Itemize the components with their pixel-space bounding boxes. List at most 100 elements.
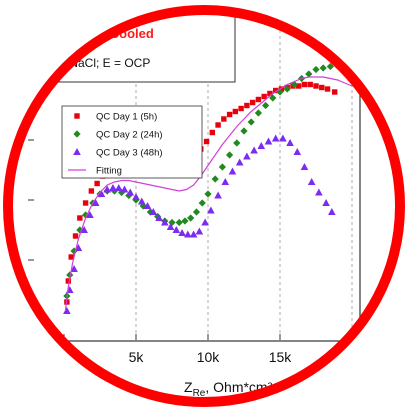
data-point [77,215,83,221]
data-point [261,93,267,100]
legend-item-fit: Fitting [68,166,122,177]
data-point [184,230,192,238]
data-point [187,214,195,222]
data-point [132,193,140,200]
data-point [178,229,186,236]
data-point [175,218,183,227]
data-point [264,137,273,145]
data-point [172,226,181,233]
data-point [70,247,78,255]
data-point [221,116,227,122]
data-point [272,87,279,94]
data-point [189,230,198,238]
data-point [120,185,129,193]
data-point [137,197,146,205]
legend-marker [73,130,81,138]
data-point [279,134,287,142]
data-point [218,163,226,171]
data-point [70,265,78,272]
data-point [319,64,327,72]
data-point [72,233,79,239]
legend-label: QC Day 3 (48h) [96,148,163,159]
data-point [312,65,320,74]
data-point [315,188,323,196]
data-point [63,307,71,314]
legend-item-day3: QC Day 3 (48h) [73,148,163,159]
data-point [235,158,244,166]
data-point [326,62,334,71]
data-point [209,129,216,136]
data-point [322,199,330,206]
x-tick-label: 10k [197,349,221,365]
data-point [271,134,280,142]
data-point [86,211,94,218]
data-point [240,127,248,135]
data-point [221,178,230,185]
data-point [296,83,302,89]
x-axis-label-main: Z [184,379,193,395]
x-axis-label-subscript: Re [193,388,206,399]
data-point [214,191,222,199]
data-point [262,101,270,110]
data-point [103,185,111,193]
data-point [94,180,100,187]
data-point [207,206,215,214]
red-circle-ring [3,5,405,407]
data-point [243,152,251,160]
series-day3 [63,134,336,314]
data-point [166,223,175,230]
data-point [319,84,325,91]
data-point [232,108,239,115]
legend-label: QC Day 2 (24h) [96,130,163,141]
data-point [149,208,158,215]
data-point [267,90,273,97]
legend-label: QC Day 1 (5h) [96,112,157,123]
data-point [143,202,152,209]
data-point [91,199,100,206]
data-point [215,122,221,128]
data-point [82,200,89,206]
legend-item-day1: QC Day 1 (5h) [74,112,157,123]
legend-label: Fitting [96,166,122,177]
data-point [283,85,291,93]
data-point [301,81,308,88]
data-point [313,83,319,89]
data-point [300,163,309,170]
data-point [324,86,331,92]
data-point [257,142,266,149]
data-point [226,111,233,118]
data-point [307,178,316,185]
data-point [328,208,336,215]
legend-item-day2: QC Day 2 (24h) [73,130,163,141]
data-point [126,188,135,196]
data-point [66,271,74,279]
data-point [293,148,302,155]
data-point [161,218,169,226]
plot-frame [8,10,361,342]
data-point [201,218,209,226]
data-point [109,184,117,191]
data-point [195,227,204,235]
data-point [249,99,256,106]
data-point [278,86,285,92]
data-point [198,199,206,207]
data-point [88,188,95,194]
data-point [290,80,298,89]
data-point [211,175,219,183]
data-point [332,89,338,95]
data-point [307,81,313,88]
data-point [233,139,241,147]
data-point [68,254,74,260]
data-point [305,70,313,78]
legend: QC Day 1 (5h) QC Day 2 (24h) QC Day 3 (48h… [61,105,203,179]
data-point [80,226,88,233]
x-tick-label: 15k [269,349,293,365]
fitting-line [64,76,353,312]
data-point [226,151,234,159]
legend-marker [74,113,80,119]
data-point [254,109,262,117]
data-point [65,278,72,284]
series-fit [64,76,353,312]
